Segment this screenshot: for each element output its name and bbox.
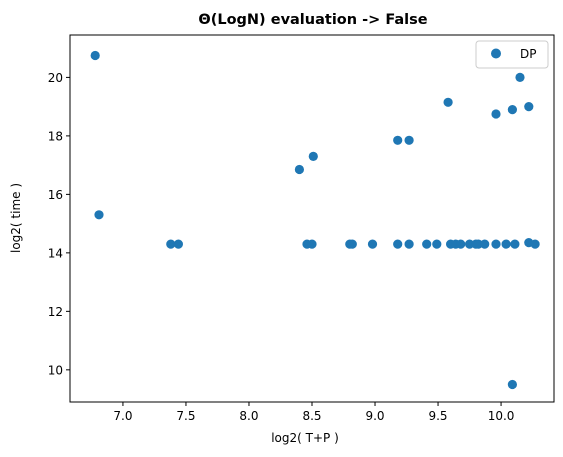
data-point	[404, 239, 414, 249]
data-point	[347, 239, 357, 249]
legend-label-dp: DP	[520, 47, 536, 61]
data-point	[90, 50, 100, 61]
data-points	[90, 50, 540, 390]
data-point	[515, 72, 525, 82]
data-point	[173, 239, 183, 249]
chart-title: Θ(LogN) evaluation -> False	[198, 12, 427, 28]
data-point	[507, 105, 517, 115]
legend-frame	[475, 40, 549, 69]
x-tick-label: 8.0	[239, 409, 258, 423]
data-point	[480, 239, 490, 249]
data-point	[308, 151, 318, 161]
x-tick-label: 7.5	[176, 409, 195, 423]
data-point	[507, 379, 517, 390]
data-point	[94, 210, 104, 220]
x-tick-label: 10.0	[488, 409, 515, 423]
data-point	[307, 239, 317, 249]
data-point	[367, 239, 378, 249]
y-tick-label: 16	[48, 188, 63, 202]
data-point	[491, 239, 501, 249]
data-point	[456, 239, 466, 249]
x-tick-label: 7.0	[113, 409, 132, 423]
y-tick-label: 18	[48, 129, 63, 143]
x-tick-label: 9.5	[428, 409, 447, 423]
data-point	[501, 239, 511, 249]
data-point	[393, 135, 403, 145]
legend: DP	[475, 40, 549, 69]
data-point	[432, 239, 442, 249]
legend-marker-dp	[491, 48, 501, 59]
data-point	[166, 239, 176, 249]
data-point	[524, 102, 534, 112]
data-point	[422, 239, 432, 249]
data-point	[530, 239, 540, 249]
y-tick-label: 20	[48, 71, 63, 85]
y-tick-label: 14	[48, 246, 63, 260]
data-point	[473, 239, 483, 249]
data-point	[294, 164, 304, 175]
data-point	[491, 109, 501, 119]
data-point	[404, 135, 414, 145]
y-tick-label: 10	[48, 363, 63, 377]
data-point	[443, 97, 453, 107]
y-tick-label: 12	[48, 305, 63, 319]
data-point	[510, 239, 520, 249]
plot-frame	[69, 34, 555, 403]
x-axis-ticks: 7.0 7.5 8.0 8.5 9.0 9.5 10.0	[113, 402, 514, 423]
y-axis-ticks: 10 12 14 16 18 20	[48, 71, 70, 377]
x-tick-label: 8.5	[302, 409, 321, 423]
y-axis-label: log2( time )	[9, 183, 23, 253]
x-tick-label: 9.0	[365, 409, 384, 423]
data-point	[465, 239, 475, 249]
data-point	[393, 239, 403, 249]
x-axis-label: log2( T+P )	[271, 431, 339, 445]
